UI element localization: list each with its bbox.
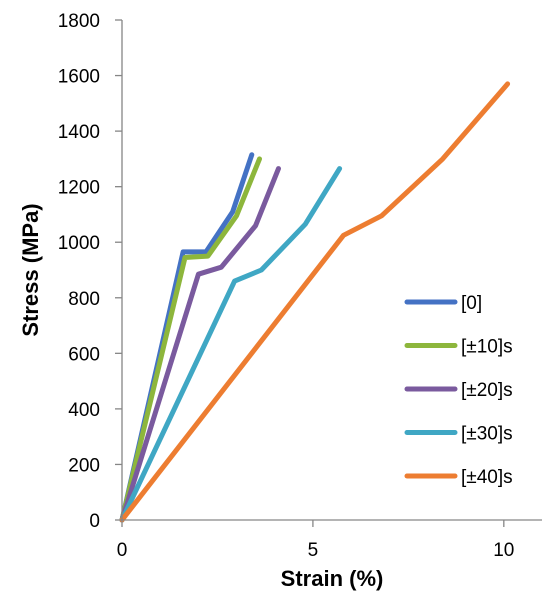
- x-tick-label: 10: [493, 540, 514, 561]
- legend-label: [±10]s: [461, 337, 513, 358]
- y-tick-label: 1200: [58, 178, 100, 199]
- y-tick-label: 1800: [58, 11, 100, 32]
- legend-label: [±40]s: [461, 467, 513, 488]
- y-tick-label: 1600: [58, 67, 100, 88]
- series-line: [119, 166, 343, 523]
- x-axis-title: Strain (%): [281, 566, 384, 591]
- y-axis-title: Stress (MPa): [18, 203, 43, 336]
- axes: [121, 20, 542, 521]
- ticks: 0 200 400 600 800 1000 1200 1400 1600 1800 0 5 10: [58, 11, 515, 561]
- x-tick-label: 5: [308, 540, 319, 561]
- x-tick-label: 0: [117, 540, 128, 561]
- series-line: [119, 156, 262, 523]
- legend-label: [±20]s: [461, 380, 513, 401]
- y-tick-label: 400: [68, 400, 100, 421]
- y-tick-label: 1400: [58, 122, 100, 143]
- legend: [0] [±10]s [±20]s [±30]s [±40]s: [404, 293, 513, 488]
- series-layer: [119, 81, 511, 523]
- legend-label: [±30]s: [461, 424, 513, 445]
- y-tick-label: 1000: [58, 233, 100, 254]
- series-line: [119, 166, 281, 523]
- y-tick-label: 0: [89, 511, 100, 532]
- y-tick-label: 200: [68, 455, 100, 476]
- series-line: [119, 81, 511, 523]
- y-tick-label: 800: [68, 289, 100, 310]
- legend-label: [0]: [461, 293, 482, 314]
- y-tick-label: 600: [68, 344, 100, 365]
